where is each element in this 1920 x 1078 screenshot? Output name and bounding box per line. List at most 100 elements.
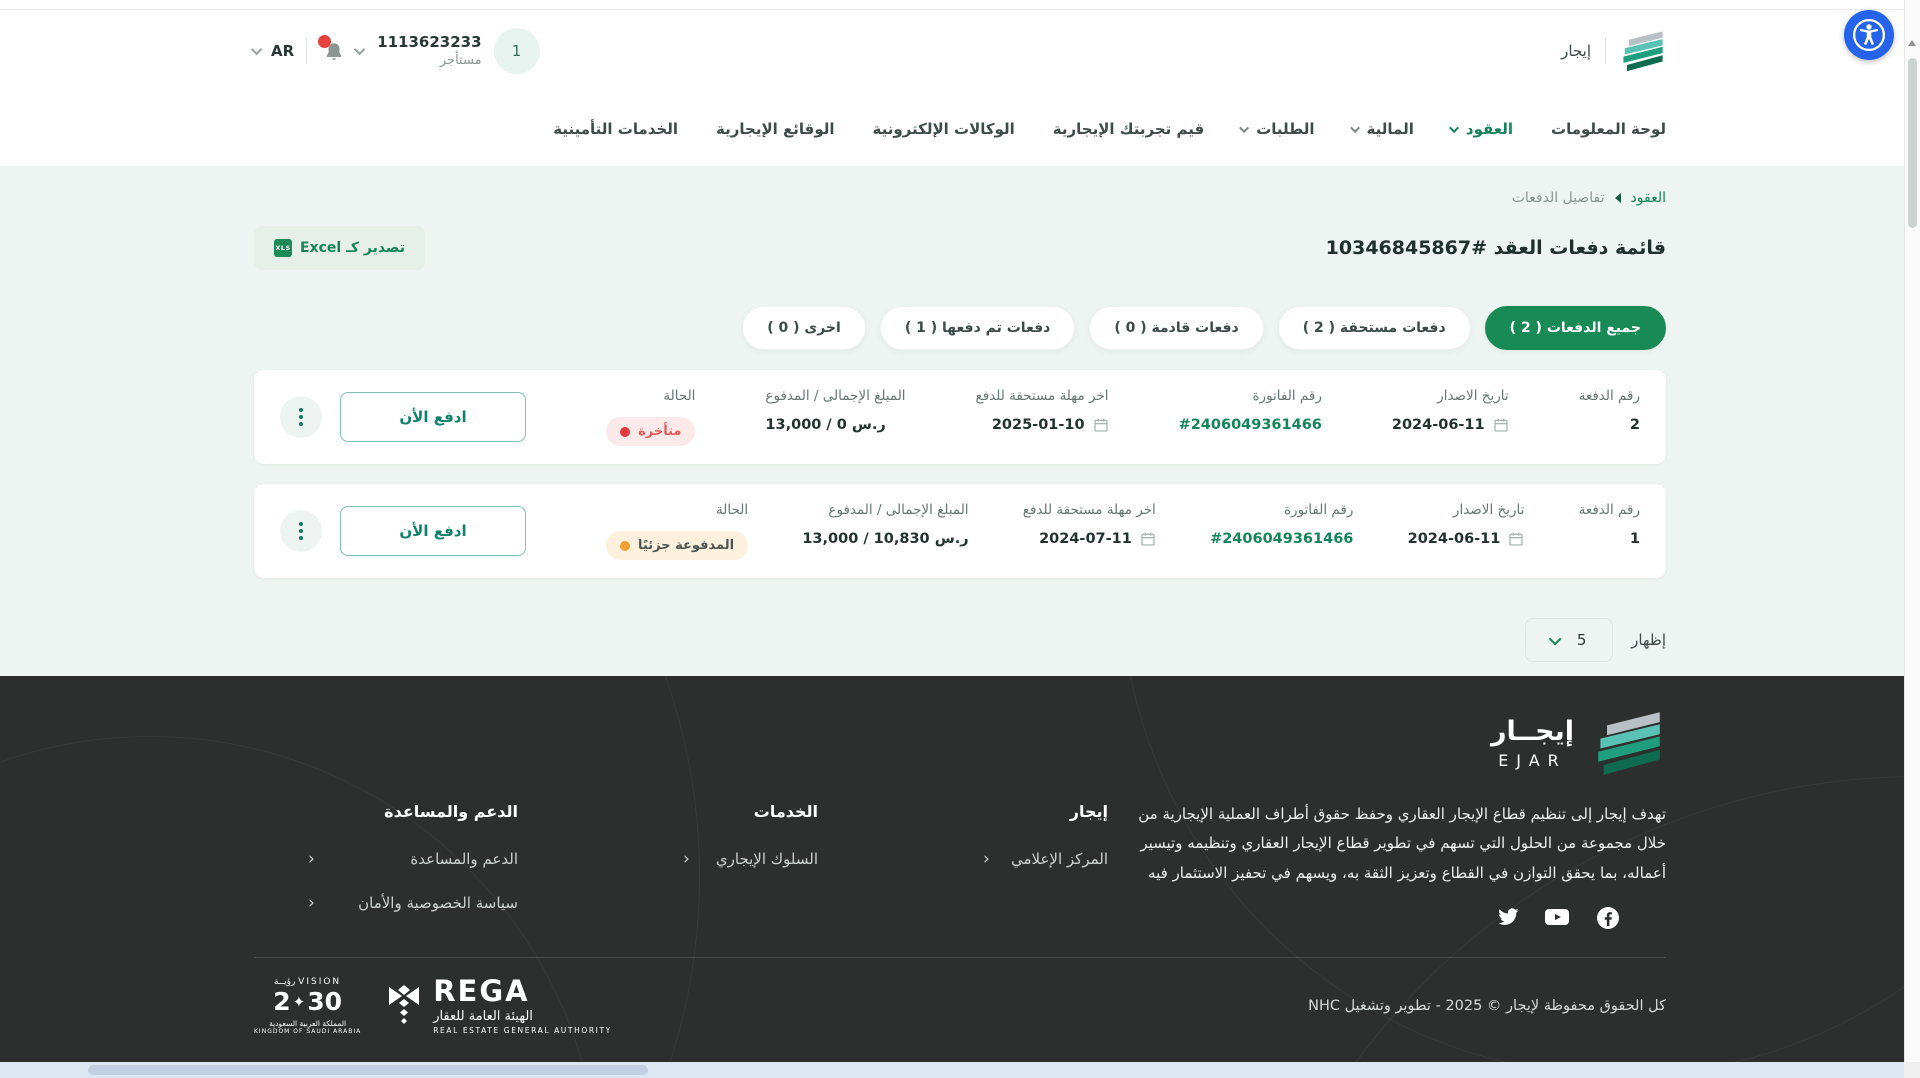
xls-file-icon: XLS [274,239,292,257]
payment-row: رقم الدفعة 2 تاريخ الاصدار 2024-06-11 رق… [254,370,1666,464]
footer-link-support[interactable]: الدعم والمساعدة ‹ [308,849,518,869]
col-label: رقم الفاتورة [1252,388,1322,404]
page-size-value: 5 [1576,631,1587,649]
status-badge: المدفوعة جزئيًا [606,531,749,560]
accessibility-person-icon [1852,18,1886,52]
header: إيجار 1 1113623233 مستأجر AR [0,10,1920,92]
notifications-button[interactable] [318,35,345,64]
facebook-icon[interactable] [1596,906,1620,930]
nav-label: الطلبات [1256,120,1315,138]
nav-item-finance[interactable]: المالية [1349,120,1414,138]
nav-item-dashboard[interactable]: لوحة المعلومات [1551,120,1666,138]
accessibility-widget-button[interactable] [1844,10,1894,60]
row-actions-kebab-icon[interactable] [280,396,322,438]
nav-label: الخدمات التأمينية [553,120,679,138]
twitter-icon[interactable] [1496,906,1520,930]
user-info: 1113623233 مستأجر [377,32,481,70]
footer-link-rental-conduct[interactable]: السلوك الإيجاري ‹ [683,849,818,869]
nav-label: الوكالات الإلكترونية [872,120,1015,138]
breadcrumb-contracts[interactable]: العقود [1630,190,1666,206]
nav-label: الوقائع الإيجارية [716,120,835,138]
language-switcher[interactable]: AR [250,42,294,60]
nav-item-insurance-services[interactable]: الخدمات التأمينية [553,120,678,138]
invoice-number-link[interactable]: #2406049361466 [1178,417,1322,433]
rega-english-text: REAL ESTATE GENERAL AUTHORITY [433,1025,612,1035]
nav-item-rental-incidents[interactable]: الوقائع الإيجارية [716,120,834,138]
footer-ejar-logo: إيجــار EJAR [1121,710,1666,776]
col-label: تاريخ الاصدار [1437,388,1509,404]
filter-due-payments[interactable]: دفعات مستحقة ( 2 ) [1277,306,1471,350]
user-menu-chevron-icon[interactable] [354,43,366,56]
payment-filters: جميع الدفعات ( 2 ) دفعات مستحقة ( 2 ) دف… [254,306,1666,350]
nav-item-requests[interactable]: الطلبات [1239,120,1315,138]
horizontal-scrollbar[interactable] [0,1062,1904,1078]
row-actions-kebab-icon[interactable] [280,510,322,552]
status-text: المدفوعة جزئيًا [638,538,735,553]
avatar[interactable]: 1 [493,28,540,74]
deadline-col: اخر مهلة مستحقة للدفع 2025-01-10 [976,388,1109,446]
vertical-scrollbar-thumb[interactable] [1908,58,1917,228]
nav-label: المالية [1366,120,1414,138]
youtube-icon[interactable] [1545,906,1570,930]
col-label: الحالة [716,502,749,518]
payment-number-value: 2 [1629,417,1640,433]
calendar-icon [1509,532,1524,546]
footer-link-media-center[interactable]: المركز الإعلامي ‹ [983,849,1108,869]
vision-year: 30 [307,987,342,1017]
footer-col-heading: الدعم والمساعدة [384,802,518,821]
amount-value: 13,000 / 10,830 ر.س [802,531,969,547]
footer-link-label: سياسة الخصوصية والأمان [358,894,518,912]
footer-link-privacy-policy[interactable]: سياسة الخصوصية والأمان ‹ [308,893,518,913]
status-text: متأخرة [638,424,682,439]
col-label: اخر مهلة مستحقة للدفع [1022,502,1156,518]
filter-paid-payments[interactable]: دفعات تم دفعها ( 1 ) [879,306,1076,350]
nav-label: قيم تجربتك الإيجارية [1052,120,1205,138]
page-size-select[interactable]: 5 [1525,618,1614,662]
pagination: إظهار 5 [254,618,1666,662]
scroll-up-arrow-icon[interactable] [1908,40,1916,46]
chevron-left-icon: ‹ [983,849,990,869]
pay-now-button[interactable]: ادفع الأن [340,392,526,442]
col-label: رقم الدفعة [1578,388,1640,404]
vertical-scrollbar[interactable] [1904,0,1920,1062]
payment-row: رقم الدفعة 1 تاريخ الاصدار 2024-06-11 رق… [254,484,1666,578]
chevron-left-icon: ‹ [308,849,315,869]
filter-all-payments[interactable]: جميع الدفعات ( 2 ) [1484,306,1666,350]
breadcrumb-arrow-icon [1614,193,1621,203]
status-dot [620,426,631,437]
issue-date-value: 2024-06-11 [1407,531,1501,547]
ejar-logo-icon [1598,712,1660,775]
filter-other-payments[interactable]: اخرى ( 0 ) [742,306,866,350]
issue-date-value: 2024-06-11 [1391,417,1485,433]
footer-col-heading: إيجار [1069,802,1108,821]
deadline-value: 2025-01-10 [991,417,1085,433]
account-number: 1113623233 [377,33,482,52]
invoice-number-link[interactable]: #2406049361466 [1210,531,1354,547]
nav-item-e-agencies[interactable]: الوكالات الإلكترونية [873,120,1015,138]
filter-upcoming-payments[interactable]: دفعات قادمة ( 0 ) [1089,306,1264,350]
footer-col-support: الدعم والمساعدة الدعم والمساعدة ‹ سياسة … [308,802,518,937]
user-cluster: 1 1113623233 مستأجر AR [250,28,540,74]
user-role: مستأجر [439,53,482,69]
nav-label: لوحة المعلومات [1551,120,1666,138]
nav-item-contracts[interactable]: العقود [1449,120,1513,138]
export-excel-button[interactable]: تصدير كـ Excel XLS [254,226,425,270]
chevron-down-icon [1449,122,1459,133]
pay-now-button[interactable]: ادفع الأن [340,506,526,556]
nav-item-rate-experience[interactable]: قيم تجربتك الإيجارية [1053,120,1204,138]
footer-col-ejar: إيجار المركز الإعلامي ‹ [983,802,1108,937]
footer-description: تهدف إيجار إلى تنظيم قطاع الإيجار العقار… [1138,805,1666,882]
horizontal-scrollbar-thumb[interactable] [88,1065,648,1075]
breadcrumb: العقود تفاصيل الدفعات [254,190,1666,206]
brand[interactable]: إيجار [1561,30,1666,72]
amount-col: المبلغ الإجمالى / المدفوع 13,000 / 0 ر.س [765,388,905,446]
footer-logo-arabic: إيجــار [1491,716,1574,747]
top-strip [0,0,1920,10]
rega-emblem-icon [389,984,420,1024]
rega-arabic-text: الهيئة العامة للعقار [433,1008,533,1024]
chevron-down-icon [1349,122,1360,133]
notification-badge [318,35,332,48]
footer-col-services: الخدمات السلوك الإيجاري ‹ [683,802,818,937]
footer-logo-latin: EJAR [1498,751,1567,770]
show-label: إظهار [1631,631,1666,649]
